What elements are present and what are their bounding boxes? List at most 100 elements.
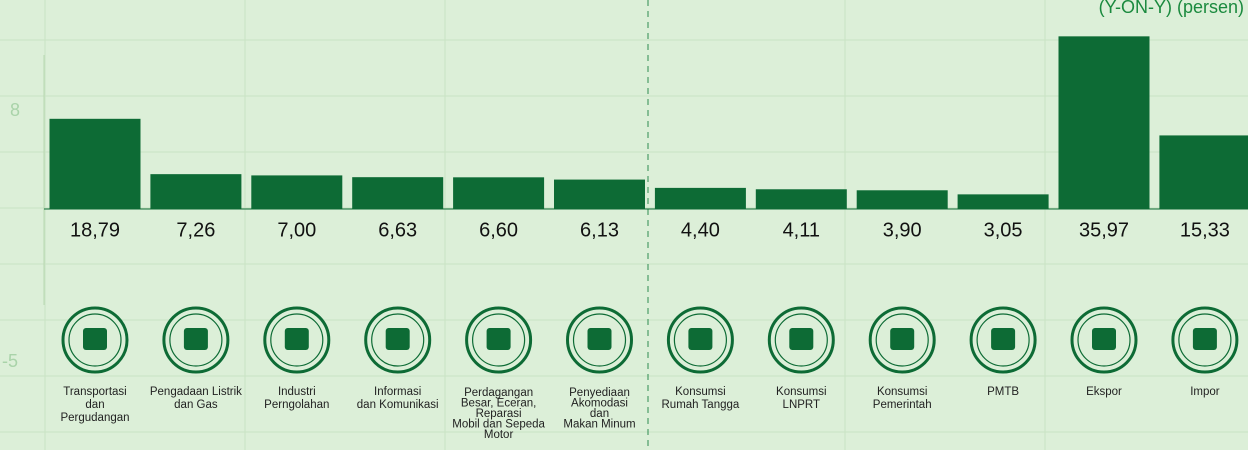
background-label: -5 <box>2 351 18 371</box>
value-label: 18,79 <box>70 219 120 241</box>
category-icon <box>566 306 633 374</box>
category-label: Impor <box>1190 386 1220 398</box>
icon-inner <box>169 313 223 367</box>
category-icon <box>969 306 1037 374</box>
category-icon <box>666 306 734 374</box>
category-label: Pengadaan Listrik dan Gas <box>150 386 242 411</box>
category-label: Transportasi dan Pergudangan <box>60 386 129 424</box>
category-label-line: Transportasi <box>63 386 127 398</box>
category-label-line: Pemerintah <box>873 399 932 411</box>
category-label-line: Konsumsi <box>877 386 928 398</box>
bar <box>856 190 948 209</box>
category-icon <box>767 306 835 374</box>
category-label-line: Konsumsi <box>675 386 726 398</box>
category-label: Konsumsi Rumah Tangga <box>662 386 740 411</box>
icon-inner <box>1077 313 1131 367</box>
category-label-line: Pergudangan <box>60 412 129 424</box>
bar <box>1058 36 1150 210</box>
category-icon <box>1070 306 1138 374</box>
category-icon <box>263 306 331 374</box>
icon-inner <box>875 313 929 367</box>
bar <box>251 175 343 209</box>
bar <box>1159 135 1248 209</box>
icon-glyph <box>587 328 612 350</box>
icon-inner <box>472 313 526 367</box>
category-label-line: Industri <box>278 386 316 398</box>
category-label-line: Ekspor <box>1086 386 1122 398</box>
bar <box>453 177 545 209</box>
category-label: Perdagangan Besar, Eceran, Reparasi Mobil d… <box>452 387 545 441</box>
bar <box>49 118 141 209</box>
value-label: 4,40 <box>681 219 720 241</box>
icon-glyph <box>789 328 814 350</box>
icon-inner <box>371 313 425 367</box>
category-label-line: dan <box>590 408 609 420</box>
category-label-line: Penyediaan <box>569 387 630 399</box>
category-label: Informasi dan Komunikasi <box>357 386 439 411</box>
icon-inner <box>976 313 1030 367</box>
category-label-line: Motor <box>484 429 514 441</box>
category-label-line: Perngolahan <box>264 399 329 411</box>
background-label: 8 <box>10 100 20 120</box>
category-label: Ekspor <box>1086 386 1122 398</box>
category-label-line: Reparasi <box>476 408 522 420</box>
category-label-line: Informasi <box>374 386 421 398</box>
category-icon <box>162 306 230 374</box>
bar <box>352 177 444 209</box>
value-label: 7,00 <box>277 219 316 241</box>
icon-glyph <box>1092 328 1116 350</box>
category-icon <box>364 306 432 374</box>
value-label: 15,33 <box>1180 219 1230 241</box>
category-label-line: Rumah Tangga <box>662 399 740 411</box>
icon-glyph <box>83 328 107 350</box>
category-label-line: dan <box>85 399 104 411</box>
category-icon <box>465 306 533 374</box>
category-label: Konsumsi LNPRT <box>776 386 827 411</box>
icon-inner <box>270 313 324 367</box>
category-label: PMTB <box>987 386 1019 398</box>
icon-glyph <box>688 328 713 350</box>
bar <box>755 189 847 209</box>
value-label: 3,05 <box>984 219 1023 241</box>
value-label: 7,26 <box>176 219 215 241</box>
category-label-line: Akomodasi <box>571 398 628 410</box>
category-label-line: Mobil dan Sepeda <box>452 419 545 431</box>
category-label: Konsumsi Pemerintah <box>873 386 932 411</box>
category-label-line: Konsumsi <box>776 386 827 398</box>
category-icon <box>1171 306 1239 374</box>
value-label: 6,13 <box>580 219 619 241</box>
value-label: 3,90 <box>883 219 922 241</box>
category-label-line: Makan Minum <box>563 419 635 431</box>
category-label-line: LNPRT <box>783 399 821 411</box>
value-label: 35,97 <box>1079 219 1129 241</box>
category-label-line: PMTB <box>987 386 1019 398</box>
category-label: Penyediaan Akomodasi dan Makan Minum <box>563 387 635 431</box>
icon-inner <box>1178 313 1232 367</box>
icon-glyph <box>1192 328 1217 350</box>
category-label-line: dan Komunikasi <box>357 399 439 411</box>
category-label: Industri Perngolahan <box>264 386 329 411</box>
icon-glyph <box>486 328 511 350</box>
value-label: 6,63 <box>378 219 417 241</box>
icon-inner <box>673 313 728 367</box>
bar <box>554 179 645 209</box>
icon-glyph <box>385 328 410 350</box>
category-icon <box>868 306 936 374</box>
category-label-line: Impor <box>1190 386 1220 398</box>
value-label: 4,11 <box>783 219 820 241</box>
icon-glyph <box>890 328 915 350</box>
category-icon <box>61 306 129 374</box>
icon-inner <box>572 313 627 367</box>
bar <box>654 187 746 209</box>
category-label-line: Besar, Eceran, <box>461 398 536 410</box>
bar <box>150 174 242 209</box>
icon-inner <box>68 313 122 367</box>
subtitle: (Y-ON-Y) (persen) <box>1099 0 1244 17</box>
icon-glyph <box>183 328 208 350</box>
category-label-line: Pengadaan Listrik <box>150 386 242 398</box>
icon-glyph <box>991 328 1016 350</box>
bar <box>957 194 1049 209</box>
icon-inner <box>774 313 828 367</box>
value-label: 6,60 <box>479 219 518 241</box>
